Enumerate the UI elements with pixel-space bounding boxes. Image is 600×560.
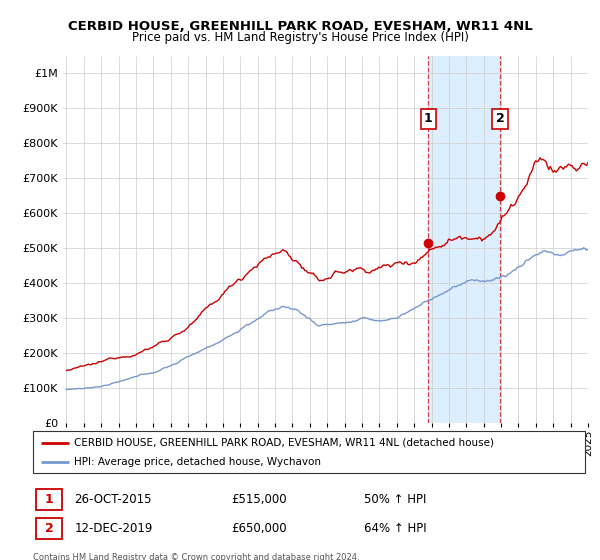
Text: Contains HM Land Registry data © Crown copyright and database right 2024.
This d: Contains HM Land Registry data © Crown c… — [33, 553, 359, 560]
Text: 12-DEC-2019: 12-DEC-2019 — [74, 522, 153, 535]
Text: CERBID HOUSE, GREENHILL PARK ROAD, EVESHAM, WR11 4NL: CERBID HOUSE, GREENHILL PARK ROAD, EVESH… — [68, 20, 532, 33]
Text: 50% ↑ HPI: 50% ↑ HPI — [364, 493, 427, 506]
Text: 64% ↑ HPI: 64% ↑ HPI — [364, 522, 427, 535]
Text: 2: 2 — [44, 522, 53, 535]
Text: 26-OCT-2015: 26-OCT-2015 — [74, 493, 152, 506]
Text: CERBID HOUSE, GREENHILL PARK ROAD, EVESHAM, WR11 4NL (detached house): CERBID HOUSE, GREENHILL PARK ROAD, EVESH… — [74, 437, 494, 447]
Text: HPI: Average price, detached house, Wychavon: HPI: Average price, detached house, Wych… — [74, 457, 322, 467]
Bar — [428, 56, 500, 423]
Text: 1: 1 — [44, 493, 53, 506]
Text: 2: 2 — [496, 113, 505, 125]
FancyBboxPatch shape — [36, 489, 62, 510]
Text: Price paid vs. HM Land Registry's House Price Index (HPI): Price paid vs. HM Land Registry's House … — [131, 31, 469, 44]
Text: 1: 1 — [424, 113, 433, 125]
Text: £515,000: £515,000 — [232, 493, 287, 506]
FancyBboxPatch shape — [33, 431, 585, 473]
Text: £650,000: £650,000 — [232, 522, 287, 535]
FancyBboxPatch shape — [36, 519, 62, 539]
